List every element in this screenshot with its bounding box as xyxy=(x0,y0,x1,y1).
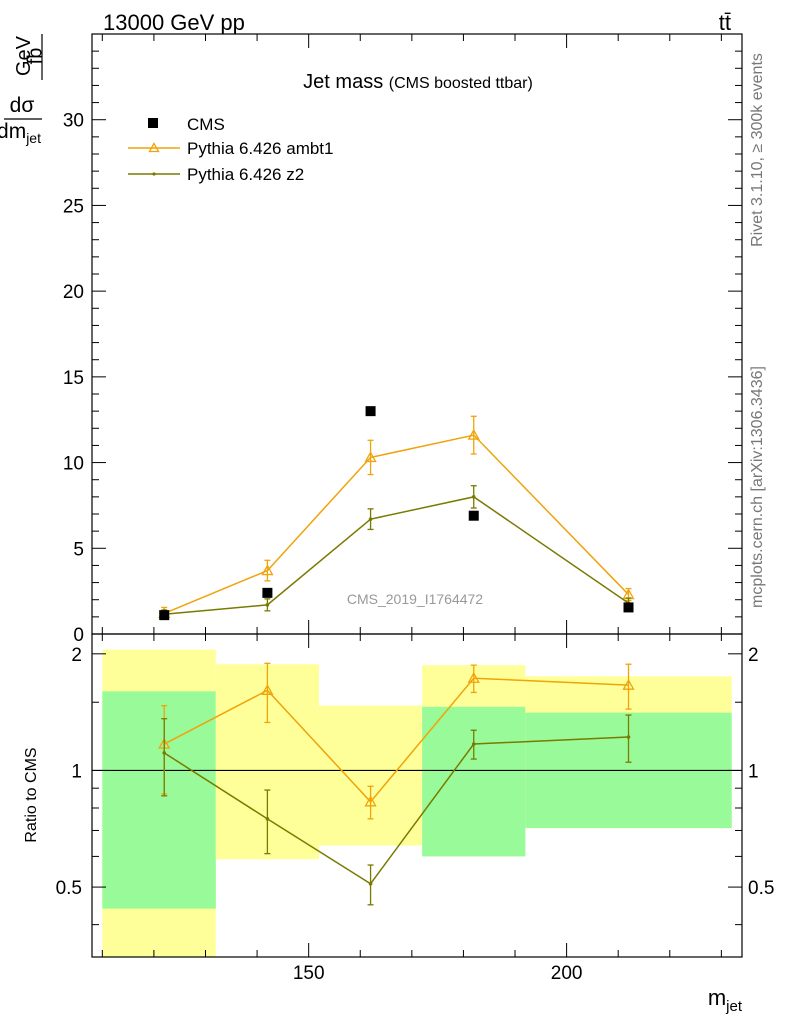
ratio-series-0-point-3 xyxy=(467,671,480,683)
watermark: CMS_2019_I1764472 xyxy=(347,591,483,607)
ratio-series-1-point-2 xyxy=(368,881,373,886)
ratio-y-label: Ratio to CMS xyxy=(23,747,40,842)
header-left: 13000 GeV pp xyxy=(103,10,245,35)
legend-marker-cms xyxy=(148,118,158,128)
cms-point-2 xyxy=(365,406,376,417)
series-0-point-3 xyxy=(467,428,480,440)
y-axis-label-top: dσ dmjet fb GeV xyxy=(0,34,46,146)
y-label-den-main: dm xyxy=(0,120,26,143)
y-tick-label-0: 0 xyxy=(73,625,84,646)
x-axis-label: mjet xyxy=(708,985,743,1015)
ratio-series-0-point-4 xyxy=(622,678,635,690)
y-tick-label-1: 5 xyxy=(73,539,84,560)
inner-band-3 xyxy=(422,706,526,857)
series-0-point-1 xyxy=(261,564,274,576)
ratio-tick-label-left-0: 0.5 xyxy=(56,878,82,899)
outer-band-2 xyxy=(318,705,423,846)
legend-marker-z2 xyxy=(152,172,156,176)
x-label-main: m xyxy=(708,985,726,1010)
legend-label-z2: Pythia 6.426 z2 xyxy=(187,165,304,184)
chart-title-main: Jet mass xyxy=(303,71,383,93)
mcplots-label: mcplots.cern.ch [arXiv:1306.3436] xyxy=(749,366,766,608)
series-1-point-3 xyxy=(471,495,476,499)
y-label-den-sub: jet xyxy=(25,130,41,146)
series-0-line xyxy=(163,434,630,615)
ratio-series-1-point-0 xyxy=(162,751,167,755)
ratio-tick-label-right-0: 0.5 xyxy=(748,878,774,899)
legend-label-ambt1: Pythia 6.426 ambt1 xyxy=(187,139,333,158)
axis-ticks: 150 200 0 5 10 15 20 25 30 0.5 0.5 1 1 2 2 xyxy=(56,34,774,984)
chart-subtitle: (CMS boosted ttbar) xyxy=(389,75,533,92)
panel-frames xyxy=(91,33,743,958)
ratio-tick-label-right-1: 1 xyxy=(748,761,759,782)
legend-marker-ambt1 xyxy=(148,142,160,153)
y-tick-label-2: 10 xyxy=(63,454,84,475)
y-label-unit-den: GeV xyxy=(13,35,35,76)
y-label-den: dmjet xyxy=(0,120,41,146)
header-right: tt̄ xyxy=(719,10,731,35)
ratio-series-0-point-1 xyxy=(261,683,274,695)
cms-point-0 xyxy=(159,610,170,621)
x-tick-label-1: 200 xyxy=(551,963,583,984)
cms-point-1 xyxy=(262,587,273,598)
cms-point-4 xyxy=(623,602,634,613)
series-1-point-1 xyxy=(265,603,270,607)
ratio-tick-label-right-2: 2 xyxy=(748,645,759,666)
series-1-point-2 xyxy=(368,517,373,521)
rivet-label: Rivet 3.1.10, ≥ 300k events xyxy=(749,53,766,247)
x-label-sub: jet xyxy=(725,998,743,1015)
ratio-tick-label-left-1: 1 xyxy=(71,761,82,782)
x-tick-label-0: 150 xyxy=(293,963,325,984)
y-tick-label-4: 20 xyxy=(63,282,84,303)
legend-label-cms: CMS xyxy=(187,115,225,134)
ratio-series-1-point-1 xyxy=(265,817,270,821)
ratio-series-1-point-4 xyxy=(626,735,631,739)
y-tick-label-6: 30 xyxy=(63,111,84,132)
inner-band-0 xyxy=(102,691,216,909)
ratio-tick-label-left-2: 2 xyxy=(71,645,82,666)
ratio-series-0-point-2 xyxy=(364,795,377,807)
top-panel-series xyxy=(158,406,635,621)
cms-point-3 xyxy=(468,510,479,521)
y-label-unit-num: fb xyxy=(24,48,46,65)
ratio-series-1-point-3 xyxy=(471,742,476,746)
legend: CMS Pythia 6.426 ambt1 Pythia 6.426 z2 xyxy=(128,115,333,184)
ratio-uncertainty-bands xyxy=(102,649,732,957)
ratio-panel-frame xyxy=(91,633,743,958)
y-label-num: dσ xyxy=(10,94,35,117)
ratio-panel-series xyxy=(158,662,635,906)
y-tick-label-3: 15 xyxy=(63,368,84,389)
series-0-point-2 xyxy=(364,451,377,463)
chart-title: Jet mass (CMS boosted ttbar) xyxy=(303,71,533,93)
y-tick-label-5: 25 xyxy=(63,196,84,217)
